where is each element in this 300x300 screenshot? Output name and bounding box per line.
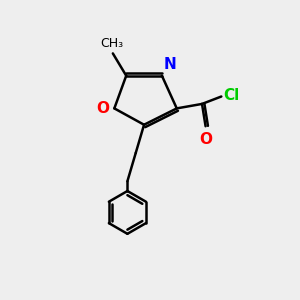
- Text: CH₃: CH₃: [100, 37, 123, 50]
- Text: Cl: Cl: [224, 88, 240, 103]
- Text: O: O: [199, 132, 212, 147]
- Text: N: N: [164, 57, 176, 72]
- Text: O: O: [96, 101, 109, 116]
